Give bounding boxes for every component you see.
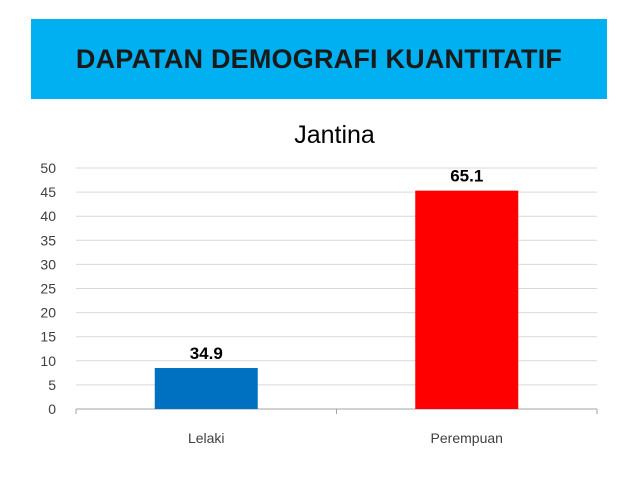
- header-band: DAPATAN DEMOGRAFI KUANTITATIF: [31, 19, 607, 99]
- chart-title: Jantina: [294, 121, 375, 149]
- page-title: DAPATAN DEMOGRAFI KUANTITATIF: [75, 43, 563, 74]
- x-tick-label: Perempuan: [431, 430, 503, 446]
- y-tick-label: 40: [40, 208, 56, 224]
- data-label: 34.9: [190, 344, 223, 363]
- y-tick-label: 25: [40, 281, 56, 297]
- y-tick-label: 5: [48, 377, 56, 393]
- x-tick-label: Lelaki: [188, 430, 225, 446]
- bar-lelaki: [154, 368, 258, 409]
- y-tick-label: 0: [48, 401, 56, 417]
- data-label: 65.1: [450, 167, 483, 186]
- y-tick-label: 15: [40, 329, 56, 345]
- y-tick-label: 50: [40, 160, 56, 176]
- y-tick-label: 30: [40, 256, 56, 272]
- y-tick-label: 45: [40, 184, 56, 200]
- bar-perempuan: [415, 190, 519, 409]
- y-tick-label: 35: [40, 232, 56, 248]
- y-tick-label: 10: [40, 353, 56, 369]
- y-tick-label: 20: [40, 305, 56, 321]
